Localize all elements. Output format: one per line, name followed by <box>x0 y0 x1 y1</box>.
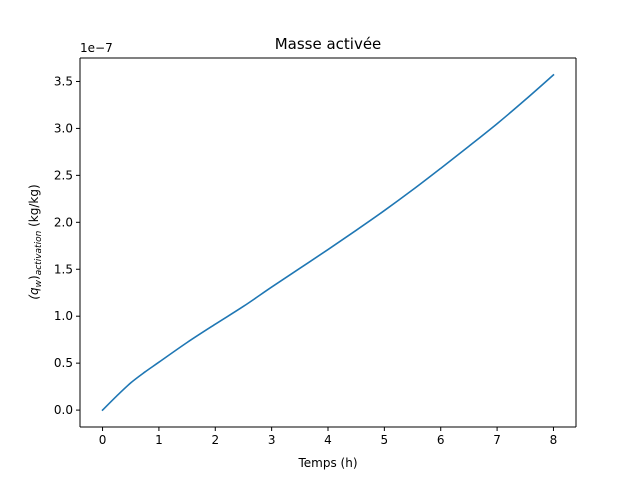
y-tick-label: 2.5 <box>54 168 73 182</box>
x-tick-label: 1 <box>155 433 163 447</box>
series-line <box>101 73 555 412</box>
y-tick-label: 0.0 <box>54 403 73 417</box>
y-tick-label: 2.0 <box>54 215 73 229</box>
y-tick-label: 1.5 <box>54 262 73 276</box>
x-tick-label: 8 <box>550 433 558 447</box>
y-tick-label: 1.0 <box>54 309 73 323</box>
y-ticks: 0.0 0.5 1.0 1.5 2.0 2.5 3.0 3.5 <box>54 74 80 417</box>
y-label-paren: ) <box>27 275 41 280</box>
x-ticks: 0 1 2 3 4 5 6 7 8 <box>99 427 558 447</box>
x-tick-label: 6 <box>437 433 445 447</box>
x-tick-label: 0 <box>99 433 107 447</box>
plot-area <box>80 58 576 427</box>
y-axis-label: (qw)activation (kg/kg) <box>27 184 44 299</box>
y-offset-text: 1e−7 <box>80 41 113 55</box>
y-tick-label: 3.0 <box>54 121 73 135</box>
x-tick-label: 2 <box>211 433 219 447</box>
chart-title: Masse activée <box>275 35 382 53</box>
y-label-main: (q <box>27 287 41 300</box>
y-label-sub-w: w <box>34 279 44 287</box>
x-tick-label: 3 <box>268 433 276 447</box>
x-tick-label: 4 <box>324 433 332 447</box>
y-tick-label: 0.5 <box>54 356 73 370</box>
y-tick-label: 3.5 <box>54 74 73 88</box>
x-axis-label: Temps (h) <box>297 456 357 470</box>
x-tick-label: 5 <box>381 433 389 447</box>
x-tick-label: 7 <box>493 433 501 447</box>
y-label-sub-activation: activation <box>34 230 44 275</box>
series-layer <box>101 73 555 412</box>
y-label-unit: (kg/kg) <box>27 184 41 230</box>
